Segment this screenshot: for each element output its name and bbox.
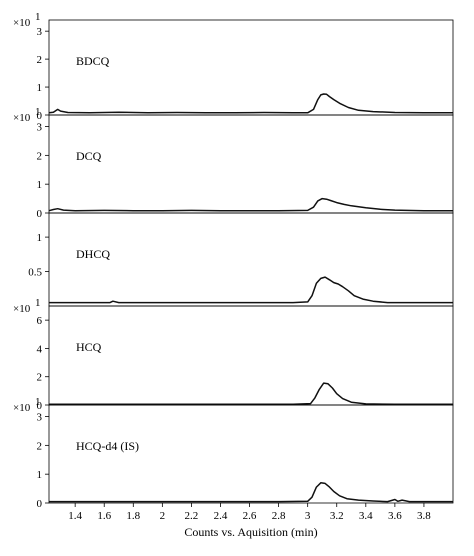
y-tick-label: 1 xyxy=(37,179,43,191)
y-tick-label: 4 xyxy=(37,343,43,355)
series-line xyxy=(49,276,453,304)
y-tick-label: 2 xyxy=(37,150,43,162)
panel-frame xyxy=(48,114,454,214)
series-line xyxy=(48,93,453,114)
x-tick-label: 1.6 xyxy=(97,510,111,522)
y-tick-label: 1 xyxy=(37,82,43,94)
x-tick-label: 3 xyxy=(305,510,311,522)
y-tick-label: 0 xyxy=(37,208,43,220)
x-tick-label: 3.4 xyxy=(359,510,373,522)
y-scale-label: ×10 xyxy=(13,112,31,124)
y-scale-exponent: 1 xyxy=(35,297,41,309)
panel-3: 0.5 1 DHCQ xyxy=(28,212,454,307)
panel-frame xyxy=(48,404,454,504)
y-tick-label: 0 xyxy=(37,110,43,122)
x-tick-label: 3.8 xyxy=(417,510,431,522)
y-tick-label: 3 xyxy=(37,122,43,134)
series-line xyxy=(48,197,453,212)
x-tick-label: 2.2 xyxy=(185,510,199,522)
y-scale-label: ×10 xyxy=(13,17,31,29)
x-tick-label: 2 xyxy=(160,510,166,522)
x-tick-label: 2.8 xyxy=(272,510,286,522)
y-tick-label: 0 xyxy=(37,498,43,510)
y-tick-label: 6 xyxy=(37,315,43,327)
x-axis-title: Counts vs. Aquisition (min) xyxy=(184,525,317,539)
y-tick-label: 2 xyxy=(37,372,43,384)
x-tick-label: 3.2 xyxy=(330,510,344,522)
x-tick-label: 1.4 xyxy=(68,510,82,522)
y-tick-label: 2 xyxy=(37,54,43,66)
panel-4: 0 2 4 6 ×10 1 HCQ xyxy=(13,297,454,412)
series-label: DHCQ xyxy=(76,247,110,261)
y-scale-label: ×10 xyxy=(13,303,31,315)
series-line xyxy=(49,382,453,406)
panel-frame xyxy=(48,305,454,406)
y-scale-exponent: 1 xyxy=(35,11,41,23)
series-label: DCQ xyxy=(76,149,102,163)
x-tick-label: 2.6 xyxy=(243,510,257,522)
series-label: HCQ-d4 (IS) xyxy=(76,439,139,453)
y-tick-label: 1 xyxy=(37,469,43,481)
series-line xyxy=(49,482,453,503)
y-scale-exponent: 1 xyxy=(35,396,41,408)
y-tick-label: 0.5 xyxy=(28,267,42,279)
series-label: BDCQ xyxy=(76,54,110,68)
x-tick-label: 1.8 xyxy=(126,510,140,522)
y-tick-label: 2 xyxy=(37,440,43,452)
y-tick-label: 3 xyxy=(37,412,43,424)
y-tick-label: 0 xyxy=(37,400,43,412)
series-label: HCQ xyxy=(76,340,102,354)
y-scale-exponent: 1 xyxy=(35,106,41,118)
x-tick-label: 2.4 xyxy=(214,510,228,522)
panel-frame xyxy=(48,19,454,116)
y-tick-label: 3 xyxy=(37,26,43,38)
x-axis: 1.4 1.6 1.8 2 2.2 2.4 2.6 2.8 3 3.2 3.4 3.6 3.8 Count… xyxy=(68,503,431,539)
y-scale-label: ×10 xyxy=(13,402,31,414)
y-tick-label: 1 xyxy=(37,232,43,244)
x-tick-label: 3.6 xyxy=(388,510,402,522)
